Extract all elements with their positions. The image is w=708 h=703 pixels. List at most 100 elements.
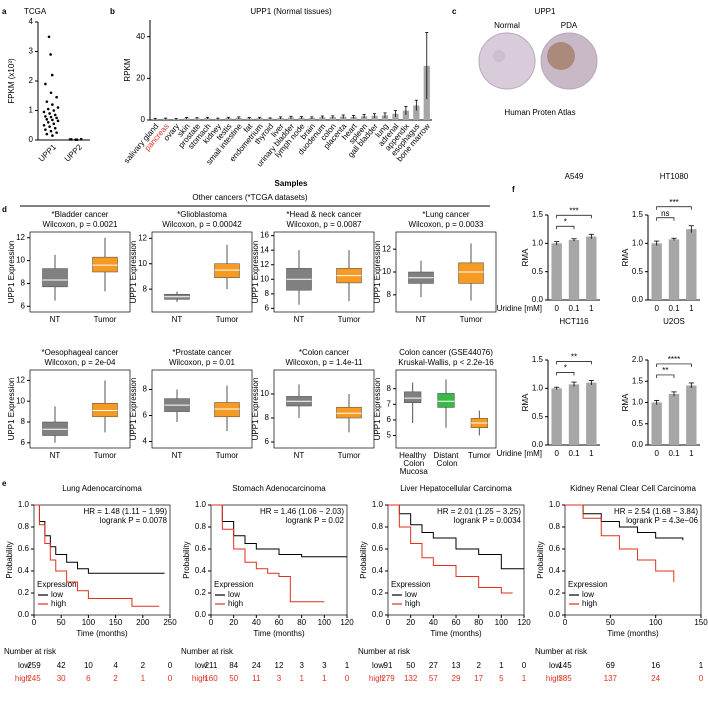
risk-row-label: low [549, 661, 561, 670]
legend-label: high [582, 599, 597, 608]
y-tick-label: 14 [260, 245, 269, 254]
plot-frame [273, 369, 375, 449]
plot-frame [33, 504, 171, 616]
chart-title: U2OS [663, 317, 685, 326]
bar [686, 385, 697, 445]
risk-count: 6 [86, 674, 91, 683]
x-tick-label: 150 [694, 618, 708, 627]
y-tick-label: 1.5 [632, 210, 644, 219]
x-tick-label: 0.1 [568, 449, 580, 458]
survival-curve [388, 504, 513, 594]
chart-title: *Prostate cancer [172, 348, 231, 357]
bar [402, 110, 410, 120]
x-tick-label: 0 [32, 618, 37, 627]
bar [183, 118, 190, 120]
y-axis-label: UPP1 Expression [373, 241, 382, 304]
risk-count: 0 [522, 661, 527, 670]
risk-count: 11 [252, 674, 261, 683]
y-tick-label: 8 [21, 417, 26, 426]
y-axis-label: RMA [621, 248, 630, 266]
risk-row-label: low [18, 661, 30, 670]
risk-count: 24 [651, 674, 660, 683]
image-label: Normal [494, 21, 520, 30]
x-tick-label: 100 [649, 618, 663, 627]
image-label: PDA [561, 21, 578, 30]
dot [49, 53, 52, 56]
significance-bracket [556, 225, 575, 230]
chart-subtitle: Wilcoxon, p = 0.00042 [162, 220, 242, 229]
chart-title: *Oesophageal cancer [42, 348, 119, 357]
y-tick-label: 12 [138, 233, 147, 242]
y-axis-label: Probability [182, 541, 191, 578]
bar [225, 118, 232, 120]
y-tick-label: 0 [141, 115, 146, 124]
x-axis-label: Uridine [mM] [497, 304, 542, 313]
risk-count: 29 [452, 674, 461, 683]
y-tick-label: 8 [265, 289, 270, 298]
dot [51, 103, 54, 106]
risk-count: 245 [27, 674, 41, 683]
x-tick-label: 0 [554, 449, 559, 458]
chart-title: *Bladder cancer [52, 210, 109, 219]
tissue-core [478, 32, 536, 90]
y-tick-label: 0 [29, 135, 34, 144]
legend-label: high [51, 599, 66, 608]
x-tick-label: NT [50, 315, 61, 324]
bar [256, 118, 263, 120]
significance-label: **** [668, 355, 680, 364]
y-tick-label: 0.4 [18, 566, 30, 575]
logrank: logrank P = 4.3e−06 [626, 516, 698, 525]
dot [55, 95, 58, 99]
x-tick-label: Distant Colon [434, 451, 460, 468]
x-tick-label: NT [50, 451, 61, 460]
y-tick-label: 0.0 [549, 610, 561, 619]
y-tick-label: 1.0 [532, 383, 544, 392]
chart-title: UPP1 (Normal tissues) [250, 7, 332, 16]
y-axis-label: UPP1 Expression [251, 378, 260, 441]
significance-label: *** [569, 206, 578, 215]
box [336, 406, 362, 419]
significance-label: *** [669, 198, 678, 207]
bar [319, 117, 326, 120]
x-tick-label: Healthy Colon Mucosa [398, 451, 429, 476]
chart-title: *Lung cancer [422, 210, 469, 219]
y-tick-label: 0.2 [549, 588, 561, 597]
significance-label: ** [662, 366, 668, 375]
dot [45, 132, 49, 136]
risk-count: 1 [522, 674, 527, 683]
y-tick-label: 16 [260, 231, 269, 240]
x-tick-label: Tumor [216, 315, 239, 324]
plot-frame [273, 231, 375, 313]
dot [49, 91, 53, 95]
legend-label: low [228, 590, 240, 599]
legend-label: high [405, 599, 420, 608]
bar [668, 394, 680, 445]
dot [45, 118, 49, 121]
dot [52, 122, 56, 126]
significance-label: ** [571, 353, 577, 362]
y-axis-label: RMA [621, 393, 630, 411]
y-tick-label: 1 [29, 106, 34, 115]
significance-label: * [564, 364, 567, 373]
risk-count: 1 [299, 674, 304, 683]
legend-label: low [582, 590, 594, 599]
hazard-ratio: HR = 1.46 (1.06 − 2.03) [260, 507, 344, 516]
risk-count: 42 [57, 661, 66, 670]
dot [50, 73, 54, 77]
x-tick-label: 0.1 [668, 449, 680, 458]
panel-letter: e [2, 479, 7, 488]
y-tick-label: 1.0 [372, 500, 384, 509]
panel-letter: f [512, 185, 515, 194]
y-tick-label: 2.0 [632, 355, 644, 364]
x-tick-label: UPP2 [63, 142, 85, 164]
y-tick-label: 0.2 [372, 588, 384, 597]
y-tick-label: 7 [387, 399, 392, 408]
box [458, 262, 484, 284]
box [214, 402, 240, 418]
survival-curve [34, 504, 165, 574]
x-tick-label: 100 [82, 618, 96, 627]
dot [53, 113, 57, 117]
risk-count: 1 [345, 661, 350, 670]
chart-title: Lung Adenocarcinoma [62, 484, 142, 493]
bar [246, 118, 253, 120]
